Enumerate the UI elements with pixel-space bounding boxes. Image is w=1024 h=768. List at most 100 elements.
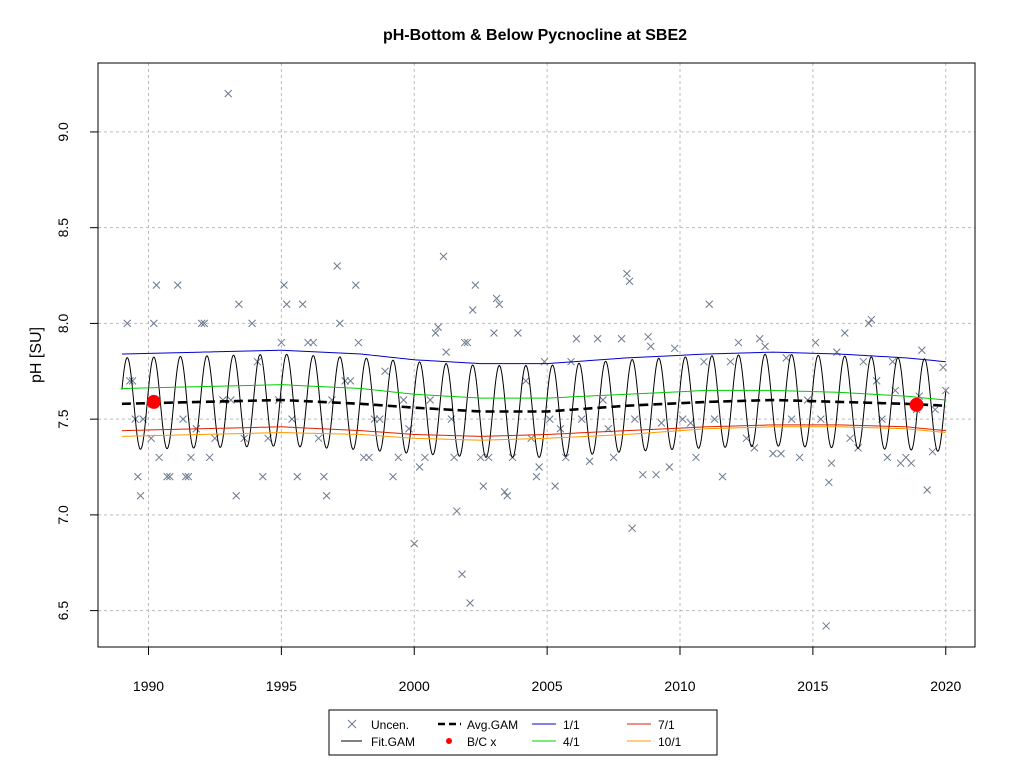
uncen-point	[888, 357, 897, 366]
uncen-point	[134, 472, 142, 481]
uncen-point	[484, 453, 493, 462]
uncen-point	[811, 338, 820, 347]
uncen-point	[652, 470, 660, 479]
uncen-point	[782, 354, 791, 362]
x-tick-label: 2015	[797, 678, 828, 694]
legend-label-fit-gam: Fit.GAM	[371, 735, 415, 749]
y-tick-label: 6.5	[55, 601, 71, 621]
legend-item-fit-gam: Fit.GAM	[341, 735, 415, 749]
legend-symbol-uncen	[347, 719, 357, 729]
uncen-point	[452, 507, 461, 515]
series-line-4	[121, 426, 946, 441]
series-line-1	[121, 349, 946, 365]
uncen-point	[665, 463, 674, 471]
uncen-point	[248, 319, 256, 328]
y-axis-title: pH [SU]	[28, 327, 45, 383]
uncen-point	[859, 357, 868, 366]
uncen-point	[638, 470, 647, 479]
uncen-point	[657, 419, 666, 427]
uncen-point	[593, 334, 602, 343]
x-tick-label: 2000	[399, 678, 430, 694]
uncen-point	[333, 262, 342, 270]
uncen-point	[931, 405, 939, 414]
uncen-point	[822, 622, 831, 630]
uncen-point	[490, 329, 498, 337]
series-line-3	[121, 424, 946, 437]
uncen-point	[298, 300, 307, 309]
uncen-point	[864, 319, 873, 328]
uncen-point	[495, 300, 504, 309]
uncen-point	[572, 334, 581, 343]
legend-item-q7: 7/1	[627, 718, 675, 732]
legend: Uncen. Fit.GAM Avg.GAM B/C x 1/1 4/1 7/1	[328, 709, 718, 756]
uncen-point	[288, 415, 296, 423]
uncen-point	[718, 472, 727, 481]
uncen-point	[551, 482, 559, 491]
uncen-point	[421, 453, 429, 462]
uncen-point	[503, 491, 512, 500]
uncen-point	[734, 338, 743, 347]
uncen-point	[410, 539, 419, 548]
uncen-point	[381, 367, 389, 376]
x-tick-label: 2005	[532, 678, 563, 694]
plot-series	[121, 89, 950, 630]
series-line-2	[121, 384, 946, 401]
legend-label-avg-gam: Avg.GAM	[467, 718, 518, 732]
uncen-point	[123, 319, 132, 328]
uncen-point	[535, 463, 544, 471]
uncen-point	[434, 323, 443, 332]
uncen-point	[883, 453, 892, 462]
uncen-point	[630, 415, 639, 423]
legend-label-uncen: Uncen.	[371, 718, 409, 732]
uncen-point	[152, 281, 161, 289]
legend-item-q10: 10/1	[627, 735, 682, 749]
uncen-point	[439, 252, 448, 261]
uncen-point	[500, 488, 509, 496]
x-tick-label: 2020	[930, 678, 961, 694]
uncen-point	[200, 319, 209, 328]
y-tick-label: 7.0	[55, 505, 71, 525]
uncen-point	[872, 376, 881, 385]
uncen-point	[335, 319, 344, 328]
uncen-point	[320, 472, 328, 481]
uncen-point	[787, 415, 796, 423]
uncen-point	[431, 329, 440, 337]
uncen-point	[599, 396, 607, 404]
uncen-point	[700, 357, 708, 366]
uncen-point	[846, 434, 854, 443]
uncen-point	[314, 434, 323, 443]
uncen-point	[163, 472, 171, 481]
uncen-point	[463, 338, 472, 347]
uncen-point	[795, 453, 804, 462]
uncen-point	[777, 449, 785, 458]
uncen-point	[471, 281, 480, 289]
uncen-point	[670, 344, 679, 353]
uncen-point	[761, 342, 769, 351]
uncen-point	[917, 346, 926, 355]
uncen-point	[394, 453, 403, 462]
uncen-point	[644, 332, 652, 341]
uncen-point	[867, 315, 876, 324]
uncen-point	[399, 396, 408, 404]
uncen-point	[309, 338, 318, 347]
uncen-point	[646, 342, 655, 351]
legend-box	[328, 709, 718, 756]
uncen-point	[184, 472, 193, 481]
legend-label-q1: 1/1	[563, 718, 580, 732]
legend-label-q4: 4/1	[563, 735, 580, 749]
uncen-point	[234, 300, 243, 309]
uncen-point	[179, 415, 187, 423]
uncen-point	[258, 472, 267, 481]
grid	[98, 63, 975, 647]
uncen-point	[173, 281, 182, 289]
uncen-point	[351, 281, 360, 289]
uncen-point	[354, 338, 363, 347]
uncen-point	[205, 453, 214, 462]
uncen-point	[705, 300, 714, 309]
x-tick-label: 1995	[266, 678, 297, 694]
uncen-point	[832, 348, 841, 356]
uncen-point	[232, 491, 241, 500]
uncen-point	[282, 300, 291, 309]
bc-point	[909, 397, 924, 412]
uncen-point	[522, 376, 530, 385]
